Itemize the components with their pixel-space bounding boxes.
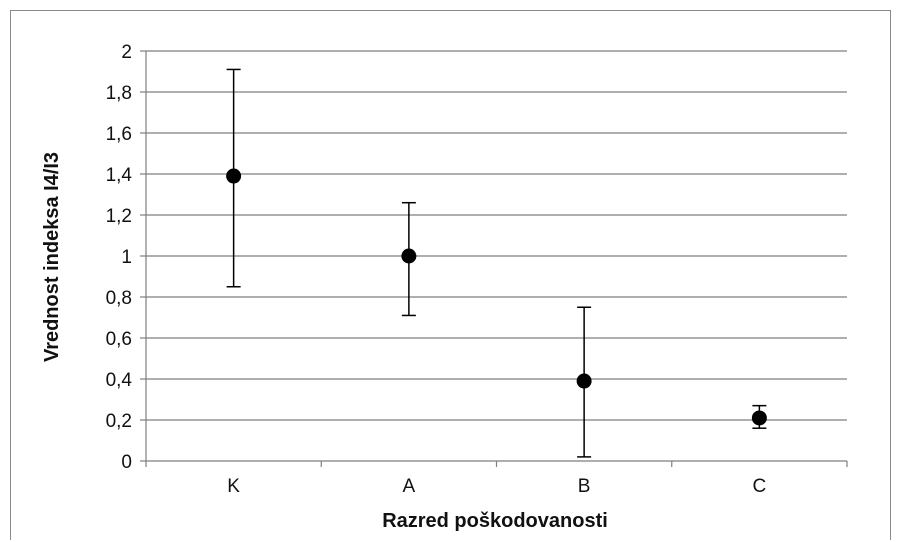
data-point [401,248,417,264]
y-tick-label: 1,6 [106,124,132,145]
y-tick-label: 0,4 [106,370,133,391]
y-tick-label: 0,6 [106,329,132,350]
data-point [226,168,242,184]
y-tick-label: 1 [121,247,132,268]
x-axis-title: Razred poškodovanosti [382,510,608,532]
y-tick-label: 1,2 [106,206,132,227]
data-point [751,410,767,426]
y-tick-label: 0,2 [106,411,132,432]
gridlines [146,50,847,421]
chart-frame [10,10,891,540]
axes [140,50,848,467]
x-tick-label: C [753,476,767,497]
y-tick-label: 2 [121,42,132,63]
error-bars [226,68,767,458]
x-tick-label: A [403,476,416,497]
data-points [226,168,767,426]
y-axis-title: Vrednost indeksa I4/I3 [41,152,63,362]
y-tick-labels: 0 0,2 0,4 0,6 0,8 1 1,2 1,4 1,6 1,8 2 [106,42,133,473]
y-tick-label: 1,4 [106,165,133,186]
x-tick-label: B [578,476,591,497]
y-tick-label: 0,8 [106,288,132,309]
data-point [576,373,592,389]
x-tick-label: K [227,476,240,497]
y-tick-label: 0 [121,452,132,473]
y-tick-label: 1,8 [106,83,132,104]
